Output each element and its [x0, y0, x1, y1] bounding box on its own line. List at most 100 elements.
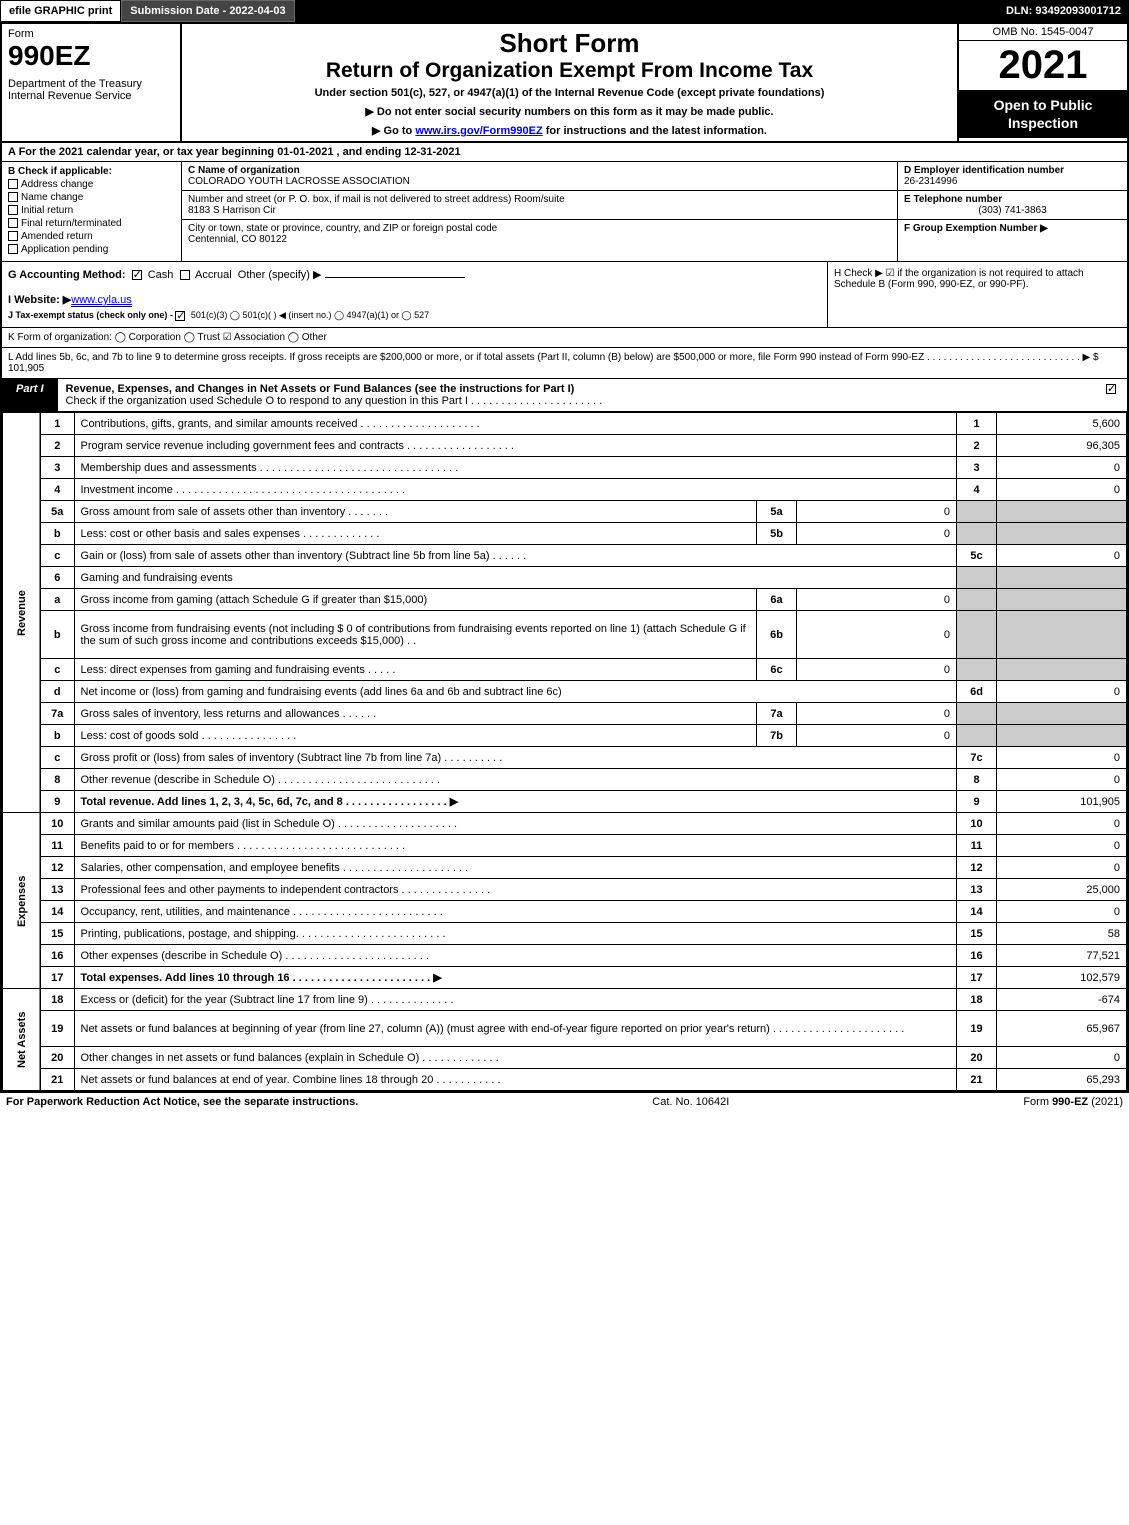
url-note-pre: ▶ Go to	[372, 125, 415, 137]
chk-name-change[interactable]: Name change	[8, 192, 175, 203]
l-value: 101,905	[8, 363, 44, 374]
desc-6c: Less: direct expenses from gaming and fu…	[74, 659, 757, 681]
table-row: b Less: cost or other basis and sales ex…	[3, 523, 1127, 545]
form-label: Form	[8, 28, 174, 40]
ln-18: 18	[40, 989, 74, 1011]
sv-7b: 0	[797, 725, 957, 747]
val-1: 5,600	[997, 413, 1127, 435]
table-row: c Gain or (loss) from sale of assets oth…	[3, 545, 1127, 567]
b-label: B Check if applicable:	[8, 166, 175, 177]
form-number: 990EZ	[8, 40, 174, 72]
header-right: OMB No. 1545-0047 2021 Open to Public In…	[957, 24, 1127, 141]
part-i-checkbox[interactable]	[1098, 379, 1127, 411]
desc-6: Gaming and fundraising events	[74, 567, 957, 589]
sv-6c: 0	[797, 659, 957, 681]
c-name-row: C Name of organization COLORADO YOUTH LA…	[182, 162, 897, 191]
accounting-method: G Accounting Method: Cash Accrual Other …	[8, 268, 821, 281]
val-7a-grey	[997, 703, 1127, 725]
ln-16: 16	[40, 945, 74, 967]
table-row: 12 Salaries, other compensation, and emp…	[3, 857, 1127, 879]
nc-6-grey	[957, 567, 997, 589]
part-i-title: Revenue, Expenses, and Changes in Net As…	[58, 379, 1098, 411]
sv-5a: 0	[797, 501, 957, 523]
ln-6b: b	[40, 611, 74, 659]
sub-7b: 7b	[757, 725, 797, 747]
info-grid: B Check if applicable: Address change Na…	[2, 162, 1127, 262]
nc-15: 15	[957, 923, 997, 945]
website-link[interactable]: www.cyla.us	[71, 294, 132, 307]
chk-address-change[interactable]: Address change	[8, 179, 175, 190]
desc-13: Professional fees and other payments to …	[74, 879, 957, 901]
table-row: 8 Other revenue (describe in Schedule O)…	[3, 769, 1127, 791]
short-form-title: Short Form	[192, 28, 947, 59]
part-i-table: Revenue 1 Contributions, gifts, grants, …	[2, 412, 1127, 1091]
ln-7a: 7a	[40, 703, 74, 725]
efile-print-button[interactable]: efile GRAPHIC print	[0, 0, 121, 22]
nc-10: 10	[957, 813, 997, 835]
table-row: 7a Gross sales of inventory, less return…	[3, 703, 1127, 725]
val-18: -674	[997, 989, 1127, 1011]
chk-cash[interactable]	[132, 270, 142, 280]
ln-10: 10	[40, 813, 74, 835]
chk-accrual[interactable]	[180, 270, 190, 280]
footer-right-post: (2021)	[1088, 1096, 1123, 1108]
submission-date-button[interactable]: Submission Date - 2022-04-03	[121, 0, 294, 22]
org-name: COLORADO YOUTH LACROSSE ASSOCIATION	[188, 176, 891, 187]
j-label: J Tax-exempt status (check only one) -	[8, 310, 173, 320]
chk-501c3[interactable]	[175, 311, 185, 321]
val-7c: 0	[997, 747, 1127, 769]
subtitle: Under section 501(c), 527, or 4947(a)(1)…	[192, 87, 947, 99]
val-11: 0	[997, 835, 1127, 857]
table-row: a Gross income from gaming (attach Sched…	[3, 589, 1127, 611]
irs-link[interactable]: www.irs.gov/Form990EZ	[415, 125, 542, 137]
d-label: D Employer identification number	[904, 165, 1121, 176]
ln-2: 2	[40, 435, 74, 457]
chk-final-return[interactable]: Final return/terminated	[8, 218, 175, 229]
sub-6c: 6c	[757, 659, 797, 681]
ln-13: 13	[40, 879, 74, 901]
ln-5c: c	[40, 545, 74, 567]
desc-4: Investment income . . . . . . . . . . . …	[74, 479, 957, 501]
ln-6a: a	[40, 589, 74, 611]
d-ein: D Employer identification number 26-2314…	[898, 162, 1127, 191]
desc-5b: Less: cost or other basis and sales expe…	[74, 523, 757, 545]
nc-20: 20	[957, 1047, 997, 1069]
footer-right-pre: Form	[1023, 1096, 1052, 1108]
desc-16: Other expenses (describe in Schedule O) …	[74, 945, 957, 967]
section-def: D Employer identification number 26-2314…	[897, 162, 1127, 261]
val-17: 102,579	[997, 967, 1127, 989]
chk-initial-return[interactable]: Initial return	[8, 205, 175, 216]
table-row: b Gross income from fundraising events (…	[3, 611, 1127, 659]
table-row: c Gross profit or (loss) from sales of i…	[3, 747, 1127, 769]
chk-amended[interactable]: Amended return	[8, 231, 175, 242]
table-row: 6 Gaming and fundraising events	[3, 567, 1127, 589]
phone-value: (303) 741-3863	[904, 205, 1121, 216]
row-gh: G Accounting Method: Cash Accrual Other …	[2, 262, 1127, 328]
chk-app-pending[interactable]: Application pending	[8, 244, 175, 255]
net-assets-side-label: Net Assets	[3, 989, 41, 1091]
val-13: 25,000	[997, 879, 1127, 901]
other-specify-line	[325, 277, 465, 278]
ln-11: 11	[40, 835, 74, 857]
e-label: E Telephone number	[904, 194, 1121, 205]
l-text: L Add lines 5b, 6c, and 7b to line 9 to …	[8, 352, 1099, 363]
c-label: C Name of organization	[188, 165, 891, 176]
sub-6b: 6b	[757, 611, 797, 659]
ln-7c: c	[40, 747, 74, 769]
desc-7a: Gross sales of inventory, less returns a…	[74, 703, 757, 725]
nc-16: 16	[957, 945, 997, 967]
form-990ez: Form 990EZ Department of the Treasury In…	[0, 22, 1129, 1093]
part-i-check-note: Check if the organization used Schedule …	[66, 395, 603, 407]
table-row: Revenue 1 Contributions, gifts, grants, …	[3, 413, 1127, 435]
ln-4: 4	[40, 479, 74, 501]
val-9: 101,905	[997, 791, 1127, 813]
nc-6d: 6d	[957, 681, 997, 703]
val-5c: 0	[997, 545, 1127, 567]
row-a-calendar-year: A For the 2021 calendar year, or tax yea…	[2, 143, 1127, 162]
sub-7a: 7a	[757, 703, 797, 725]
dln-text: DLN: 93492093001712	[1006, 5, 1129, 17]
nc-2: 2	[957, 435, 997, 457]
part-i-header: Part I Revenue, Expenses, and Changes in…	[2, 379, 1127, 412]
expenses-side-label: Expenses	[3, 813, 41, 989]
part-i-label: Part I	[2, 379, 58, 411]
